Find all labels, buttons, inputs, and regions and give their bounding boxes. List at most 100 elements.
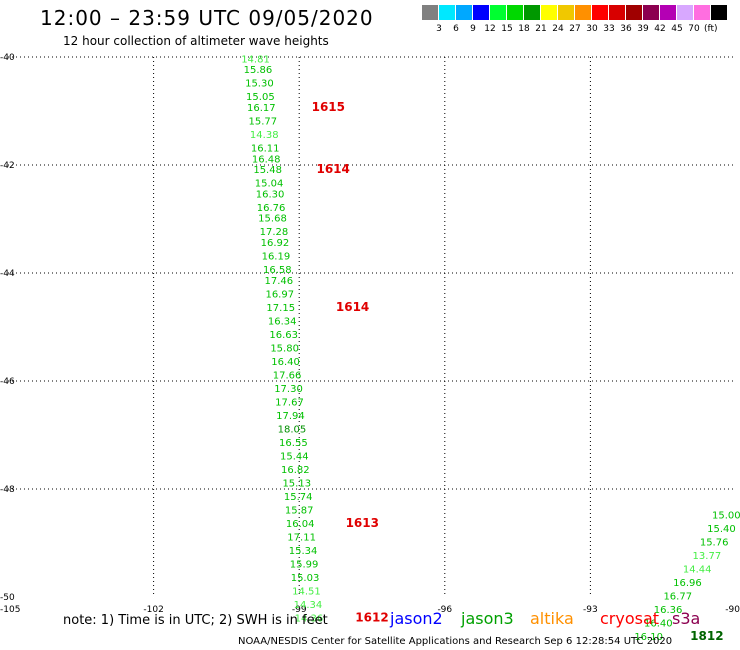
- legend-swatch: [439, 5, 455, 20]
- swh-value: 17.30: [274, 384, 303, 395]
- swh-value: 15.80: [270, 343, 299, 354]
- swh-value: 15.74: [284, 492, 313, 503]
- swh-value: 15.86: [244, 65, 273, 76]
- swh-value: 16.19: [262, 252, 291, 263]
- legend-swatch: [609, 5, 625, 20]
- time-label: 1812: [690, 629, 723, 643]
- footer-note: note: 1) Time is in UTC; 2) SWH is in fe…: [63, 613, 328, 628]
- legend-swatch: [660, 5, 676, 20]
- swh-value: 16.63: [269, 330, 298, 341]
- legend-swatch: [592, 5, 608, 20]
- legend-label: 12: [484, 24, 496, 34]
- legend-swatch: [677, 5, 693, 20]
- time-label: 1612: [355, 610, 388, 624]
- swh-value: 16.92: [261, 238, 290, 249]
- lat-tick-label: -48: [0, 485, 15, 495]
- lon-tick-label: -102: [143, 605, 163, 615]
- swh-value: 18.05: [278, 424, 307, 435]
- swh-value: 16.40: [644, 619, 673, 630]
- legend-swatch: [456, 5, 472, 20]
- legend-swatch: [541, 5, 557, 20]
- swh-value: 16.04: [286, 519, 315, 530]
- lon-tick-label: -99: [292, 605, 307, 615]
- swh-value: 16.58: [263, 265, 292, 276]
- swh-value: 16.36: [654, 605, 683, 616]
- swh-value: 16.34: [268, 316, 297, 327]
- swh-value: 17.11: [287, 532, 316, 543]
- swh-value: 15.04: [255, 179, 284, 190]
- legend-label: 45: [671, 24, 683, 34]
- swh-value: 15.40: [707, 524, 736, 535]
- time-label: 1614: [316, 162, 349, 176]
- swh-value: 13.77: [693, 551, 722, 562]
- swh-value: 15.99: [290, 559, 319, 570]
- legend-label: 18: [518, 24, 530, 34]
- time-label: 1615: [312, 100, 345, 114]
- lat-tick-label: -44: [0, 269, 15, 279]
- swh-value: 16.55: [279, 438, 308, 449]
- legend-swatch: [490, 5, 506, 20]
- legend-label: 9: [470, 24, 476, 34]
- lat-tick-label: -50: [0, 593, 15, 603]
- swh-value: 16.48: [252, 154, 281, 165]
- satellite-label: jason3: [461, 609, 514, 628]
- swh-value: 14.51: [292, 586, 321, 597]
- legend-label: 24: [552, 24, 564, 34]
- legend-label: 33: [603, 24, 615, 34]
- lon-tick-label: -96: [437, 605, 452, 615]
- swh-value: 15.00: [712, 511, 740, 522]
- legend-swatch: [524, 5, 540, 20]
- swh-value: 17.15: [266, 303, 295, 314]
- swh-value: 14.44: [683, 565, 712, 576]
- swh-value: 15.48: [253, 165, 282, 176]
- legend-swatch: [694, 5, 710, 20]
- swh-value: 16.10: [634, 632, 663, 643]
- swh-value: 16.97: [265, 289, 294, 300]
- swh-value: 15.76: [700, 538, 729, 549]
- time-label: 1613: [346, 516, 379, 530]
- legend-label: 42: [654, 24, 666, 34]
- swh-value: 17.67: [275, 397, 304, 408]
- footer-credit: NOAA/NESDIS Center for Satellite Applica…: [238, 636, 673, 647]
- swh-value: 15.87: [285, 505, 314, 516]
- swh-value: 15.68: [258, 214, 287, 225]
- time-label: 1614: [336, 300, 369, 314]
- swh-value: 15.03: [291, 573, 320, 584]
- legend-unit: (ft): [704, 24, 718, 34]
- satellite-label: s3a: [672, 609, 701, 628]
- lon-tick-label: -93: [583, 605, 598, 615]
- page-title: 12:00 – 23:59 UTC 09/05/2020: [40, 6, 374, 30]
- legend-label: 6: [453, 24, 459, 34]
- lon-tick-label: -90: [725, 605, 740, 615]
- legend-label: 27: [569, 24, 581, 34]
- swh-value: 14.38: [250, 130, 279, 141]
- satellite-label: cryosat: [600, 609, 660, 628]
- swh-value: 14.34: [294, 600, 323, 611]
- legend-label: 36: [620, 24, 632, 34]
- swh-value: 16.30: [256, 189, 285, 200]
- swh-value: 16.96: [673, 578, 702, 589]
- legend-label: 3: [436, 24, 442, 34]
- page-subtitle: 12 hour collection of altimeter wave hei…: [63, 34, 329, 48]
- swh-value: 17.66: [273, 370, 302, 381]
- legend-swatch: [626, 5, 642, 20]
- swh-value: 17.94: [276, 411, 305, 422]
- swh-value: 15.44: [280, 451, 309, 462]
- swh-value: 16.77: [663, 592, 692, 603]
- swh-value: 16.11: [251, 144, 280, 155]
- swh-value: 16.82: [281, 465, 310, 476]
- swh-value: 17.46: [264, 276, 293, 287]
- swh-value: 15.05: [246, 92, 275, 103]
- legend-swatch: [558, 5, 574, 20]
- legend-label: 21: [535, 24, 547, 34]
- swh-value: 17.28: [260, 227, 289, 238]
- legend-swatch: [575, 5, 591, 20]
- satellite-label: jason2: [390, 609, 443, 628]
- legend-swatch: [643, 5, 659, 20]
- swh-value: 16.40: [271, 357, 300, 368]
- swh-value: 15.34: [289, 546, 318, 557]
- legend-swatch: [473, 5, 489, 20]
- legend-label: 15: [501, 24, 513, 34]
- swh-value: 15.77: [248, 117, 277, 128]
